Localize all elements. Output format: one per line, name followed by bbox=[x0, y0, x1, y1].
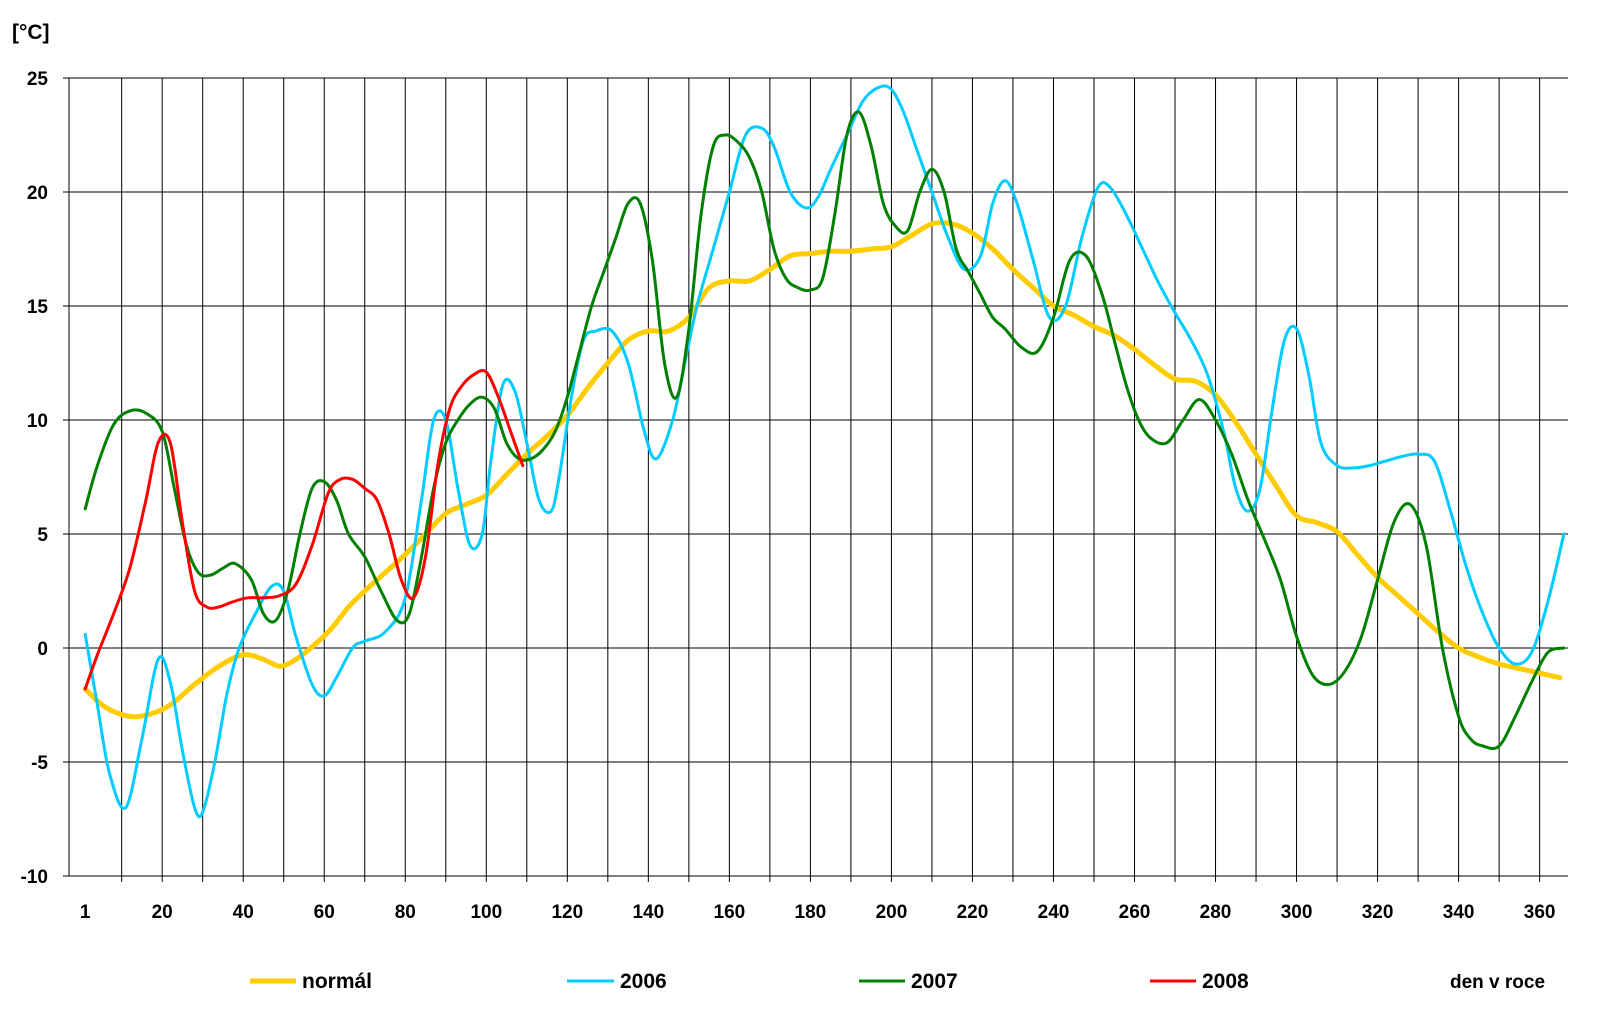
x-tick-label: 80 bbox=[395, 902, 416, 923]
x-tick-label: 40 bbox=[233, 902, 254, 923]
x-tick-label: 1 bbox=[80, 902, 91, 923]
x-tick-label: 360 bbox=[1524, 902, 1556, 923]
y-tick-label: -10 bbox=[21, 867, 48, 888]
legend-label: normál bbox=[302, 970, 372, 993]
x-tick-label: 240 bbox=[1038, 902, 1070, 923]
legend-label: 2008 bbox=[1202, 970, 1249, 993]
legend: normál 2006 2007 2008 bbox=[250, 970, 1249, 993]
y-tick-label: 15 bbox=[27, 297, 49, 318]
x-tick-label: 220 bbox=[957, 902, 989, 923]
grid-layer bbox=[69, 77, 1568, 877]
x-tick-label: 200 bbox=[876, 902, 908, 923]
x-axis-label: den v roce bbox=[1450, 972, 1545, 993]
x-tick-label: 340 bbox=[1443, 902, 1475, 923]
x-tick-label: 260 bbox=[1119, 902, 1151, 923]
axis-layer bbox=[63, 77, 1568, 882]
x-tick-label: 300 bbox=[1281, 902, 1313, 923]
y-tick-label: 25 bbox=[27, 69, 49, 90]
series-layer bbox=[82, 84, 1566, 819]
legend-label: 2007 bbox=[911, 970, 958, 993]
y-tick-label: -5 bbox=[31, 753, 48, 774]
x-tick-label: 100 bbox=[470, 902, 502, 923]
y-tick-labels: 25 20 15 10 5 0 -5 -10 bbox=[21, 69, 49, 888]
series-line-2006 bbox=[83, 84, 1566, 819]
x-tick-label: 280 bbox=[1200, 902, 1232, 923]
legend-label: 2006 bbox=[620, 970, 667, 993]
x-tick-labels: 1 20 40 60 80 100 120 140 160 180 200 220 240 260 280 3… bbox=[80, 902, 1556, 923]
series-line-2007 bbox=[83, 110, 1566, 751]
y-tick-label: 10 bbox=[27, 411, 48, 432]
y-axis-unit-label: [°C] bbox=[12, 21, 50, 44]
x-tick-label: 60 bbox=[314, 902, 335, 923]
y-tick-label: 5 bbox=[37, 525, 48, 546]
x-tick-label: 160 bbox=[714, 902, 746, 923]
y-tick-label: 0 bbox=[37, 639, 48, 660]
x-tick-label: 120 bbox=[551, 902, 583, 923]
x-tick-label: 320 bbox=[1362, 902, 1394, 923]
x-tick-label: 180 bbox=[795, 902, 827, 923]
x-tick-label: 140 bbox=[632, 902, 664, 923]
y-tick-label: 20 bbox=[27, 183, 48, 204]
series-line-normál bbox=[82, 220, 1563, 720]
x-tick-label: 20 bbox=[152, 902, 173, 923]
series-line-2008 bbox=[83, 369, 525, 691]
